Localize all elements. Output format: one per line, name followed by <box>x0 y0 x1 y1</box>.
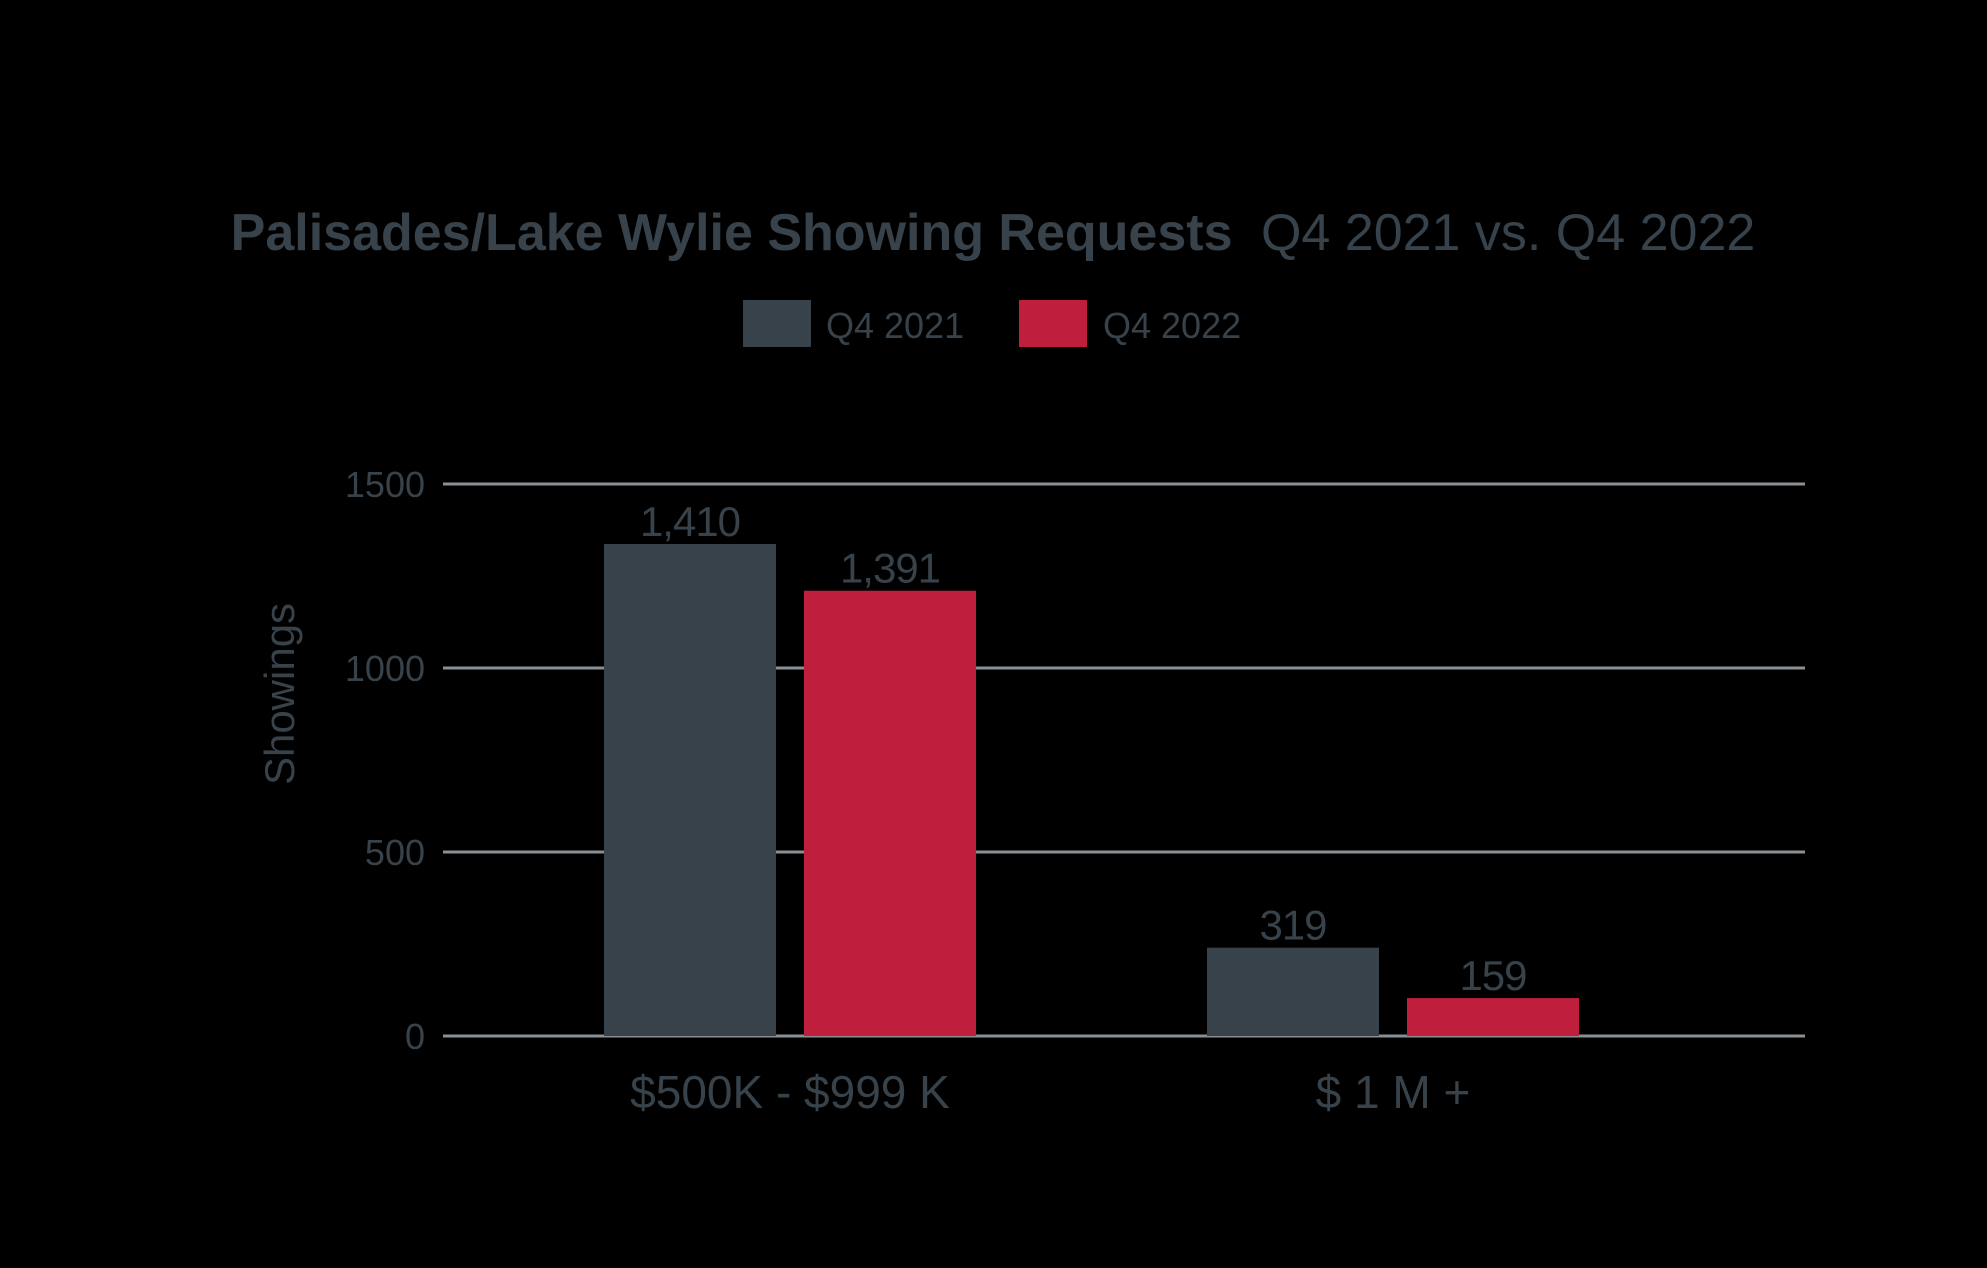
legend-swatch-1 <box>743 300 811 347</box>
y-tick-label: 1500 <box>345 464 425 505</box>
chart-title: Palisades/Lake Wylie Showing Requests Q4… <box>231 204 1756 262</box>
bar-q4-2021-2 <box>1207 947 1379 1036</box>
x-axis: $500K - $999 K $ 1 M + <box>630 1066 1470 1118</box>
chart-title-bold: Palisades/Lake Wylie Showing Requests <box>231 204 1233 262</box>
y-axis: 0 500 1000 1500 <box>345 464 425 1057</box>
y-tick-label: 0 <box>405 1016 425 1057</box>
bar-q4-2022-2 <box>1407 998 1579 1036</box>
svg-text:Palisades/Lake Wylie Showing R: Palisades/Lake Wylie Showing Requests Q4… <box>231 204 1756 262</box>
x-tick-label: $ 1 M + <box>1316 1066 1471 1118</box>
bar-q4-2021-1 <box>604 543 776 1036</box>
x-tick-label: $500K - $999 K <box>630 1066 950 1118</box>
legend-label-2: Q4 2022 <box>1103 305 1241 346</box>
legend-label-1: Q4 2021 <box>826 305 964 346</box>
y-axis-label: Showings <box>256 603 303 785</box>
bar-q4-2022-1 <box>804 590 976 1036</box>
y-tick-label: 500 <box>365 832 425 873</box>
data-label: 159 <box>1459 952 1526 999</box>
chart-title-light: Q4 2021 vs. Q4 2022 <box>1261 204 1755 262</box>
data-label: 1,391 <box>840 545 940 592</box>
value-labels: 1,410 1,391 319 159 <box>640 498 1528 999</box>
y-tick-label: 1000 <box>345 648 425 689</box>
bars <box>604 543 1579 1036</box>
legend-swatch-2 <box>1019 300 1087 347</box>
data-label: 1,410 <box>640 498 740 545</box>
legend: Q4 2021 Q4 2022 <box>743 300 1241 347</box>
data-label: 319 <box>1259 902 1326 949</box>
